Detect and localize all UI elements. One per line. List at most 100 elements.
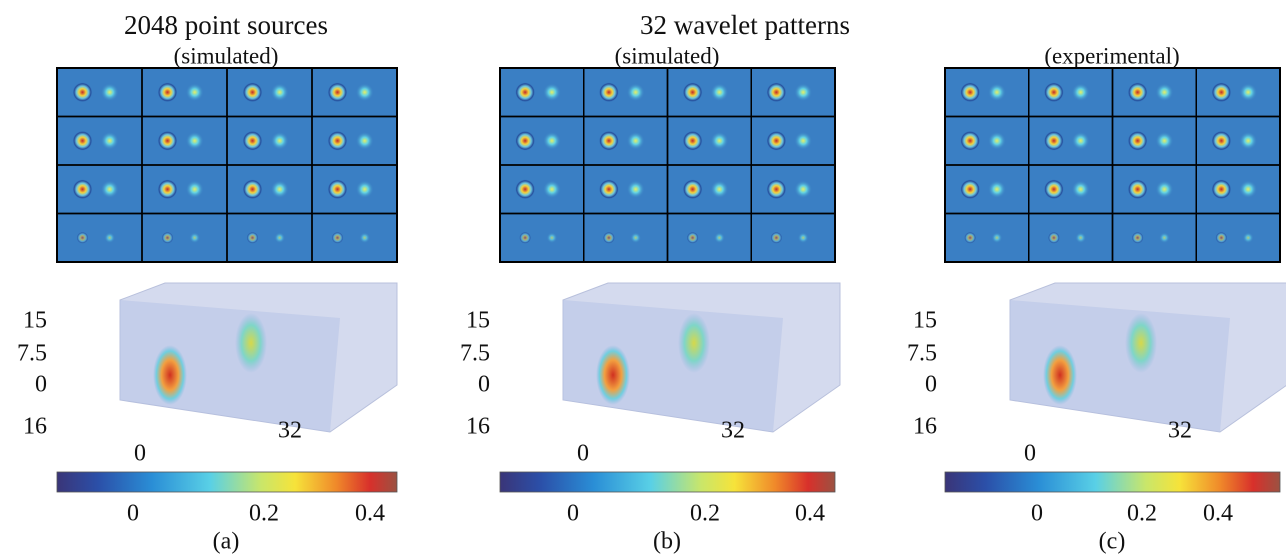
source-dot — [1211, 130, 1232, 151]
x-tick-label: 0 — [577, 441, 589, 467]
source-dot — [327, 130, 348, 151]
panel-label: (a) — [213, 529, 240, 555]
source-dot — [1071, 180, 1090, 199]
source-dot — [157, 82, 178, 103]
y-tick-label: 16 — [23, 414, 47, 440]
y-tick-label: 16 — [466, 414, 490, 440]
source-dot — [1131, 231, 1144, 244]
z-tick-label: 15 — [466, 308, 490, 334]
source-dot — [960, 130, 981, 151]
volume-face — [1010, 300, 1230, 432]
source-dot — [710, 131, 729, 150]
source-dot — [626, 83, 645, 102]
colorbar — [499, 471, 836, 493]
title: 2048 point sources — [124, 10, 328, 40]
source-dot — [515, 82, 536, 103]
source-dot — [960, 179, 981, 200]
source-dot — [1215, 231, 1228, 244]
source-dot — [766, 179, 787, 200]
source-dot — [987, 131, 1006, 150]
source-dot — [630, 232, 642, 244]
source-dot — [246, 231, 259, 244]
pattern-tile — [750, 212, 836, 263]
source-dot — [270, 180, 289, 199]
source-dot — [714, 232, 725, 244]
source-dot — [686, 231, 699, 244]
x-tick-label: 0 — [1024, 441, 1036, 467]
subtitle: (experimental) — [1044, 43, 1179, 68]
colorbar-tick-label: 0.4 — [795, 501, 825, 527]
colorbar — [944, 471, 1281, 493]
source-dot — [1127, 82, 1148, 103]
source-dot — [766, 130, 787, 151]
x-tick-label: 32 — [1168, 418, 1192, 444]
source-dot — [682, 130, 703, 151]
panel-label: (c) — [1099, 529, 1126, 555]
source-dot — [960, 82, 981, 103]
source-dot — [104, 232, 116, 244]
source-dot — [515, 179, 536, 200]
source-dot — [100, 131, 119, 150]
source-dot — [327, 82, 348, 103]
volume-blob — [1125, 313, 1157, 373]
source-dot — [598, 82, 619, 103]
source-dot — [1155, 131, 1174, 150]
source-dot — [710, 180, 729, 199]
source-dot — [794, 131, 813, 150]
source-dot — [682, 179, 703, 200]
z-tick-label: 0 — [478, 372, 490, 398]
source-dot — [242, 130, 263, 151]
source-dot — [76, 231, 89, 244]
source-dot — [1043, 130, 1064, 151]
colorbar-tick-label: 0.2 — [1127, 501, 1157, 527]
source-dot — [1239, 180, 1258, 199]
source-dot — [964, 231, 977, 244]
source-dot — [274, 232, 286, 244]
colorbar — [56, 471, 398, 493]
source-dot — [1211, 179, 1232, 200]
volume-blob — [1043, 345, 1077, 405]
source-dot — [270, 131, 289, 150]
source-dot — [100, 180, 119, 199]
z-tick-label: 7.5 — [907, 341, 937, 367]
source-dot — [797, 232, 809, 244]
source-dot — [1071, 83, 1090, 102]
source-dot — [100, 83, 119, 102]
colorbar-tick-label: 0.4 — [1203, 501, 1233, 527]
pattern-tile — [311, 212, 398, 263]
source-dot — [72, 82, 93, 103]
source-dot — [355, 131, 374, 150]
source-dot — [1242, 232, 1254, 244]
source-dot — [519, 231, 532, 244]
source-dot — [987, 180, 1006, 199]
source-dot — [987, 83, 1006, 102]
source-dot — [1155, 180, 1174, 199]
subtitle: (simulated) — [174, 43, 279, 68]
source-dot — [157, 179, 178, 200]
source-dot — [189, 232, 201, 244]
z-tick-label: 15 — [23, 308, 47, 334]
source-dot — [1239, 83, 1258, 102]
source-dot — [1211, 82, 1232, 103]
source-dot — [161, 231, 174, 244]
source-dot — [598, 179, 619, 200]
source-dot — [546, 232, 558, 244]
source-dot — [185, 83, 204, 102]
source-dot — [1155, 83, 1174, 102]
source-dot — [157, 130, 178, 151]
source-dot — [355, 180, 374, 199]
source-dot — [242, 179, 263, 200]
source-dot — [359, 232, 371, 244]
volume-face — [120, 300, 340, 432]
source-dot — [766, 82, 787, 103]
source-dot — [602, 231, 615, 244]
source-dot — [770, 231, 783, 244]
source-dot — [682, 82, 703, 103]
source-dot — [515, 130, 536, 151]
source-dot — [1043, 82, 1064, 103]
volume-blob — [678, 313, 710, 373]
source-dot — [1127, 130, 1148, 151]
source-dot — [794, 83, 813, 102]
